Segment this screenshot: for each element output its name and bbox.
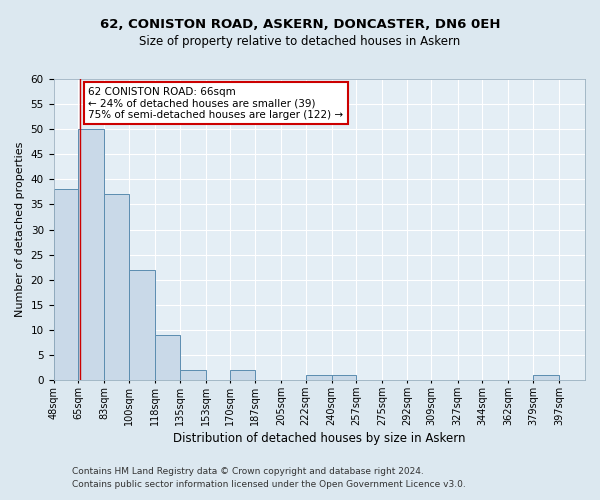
- Bar: [53, 190, 78, 380]
- Bar: [305, 375, 332, 380]
- Bar: [78, 129, 104, 380]
- Text: Size of property relative to detached houses in Askern: Size of property relative to detached ho…: [139, 35, 461, 48]
- Bar: [155, 335, 179, 380]
- Text: Contains public sector information licensed under the Open Government Licence v3: Contains public sector information licen…: [72, 480, 466, 489]
- Y-axis label: Number of detached properties: Number of detached properties: [15, 142, 25, 317]
- Text: 62 CONISTON ROAD: 66sqm
← 24% of detached houses are smaller (39)
75% of semi-de: 62 CONISTON ROAD: 66sqm ← 24% of detache…: [88, 86, 343, 120]
- Bar: [230, 370, 255, 380]
- Bar: [104, 194, 129, 380]
- Text: 62, CONISTON ROAD, ASKERN, DONCASTER, DN6 0EH: 62, CONISTON ROAD, ASKERN, DONCASTER, DN…: [100, 18, 500, 30]
- X-axis label: Distribution of detached houses by size in Askern: Distribution of detached houses by size …: [173, 432, 466, 445]
- Bar: [179, 370, 206, 380]
- Text: Contains HM Land Registry data © Crown copyright and database right 2024.: Contains HM Land Registry data © Crown c…: [72, 467, 424, 476]
- Bar: [129, 270, 155, 380]
- Bar: [533, 375, 559, 380]
- Bar: [332, 375, 356, 380]
